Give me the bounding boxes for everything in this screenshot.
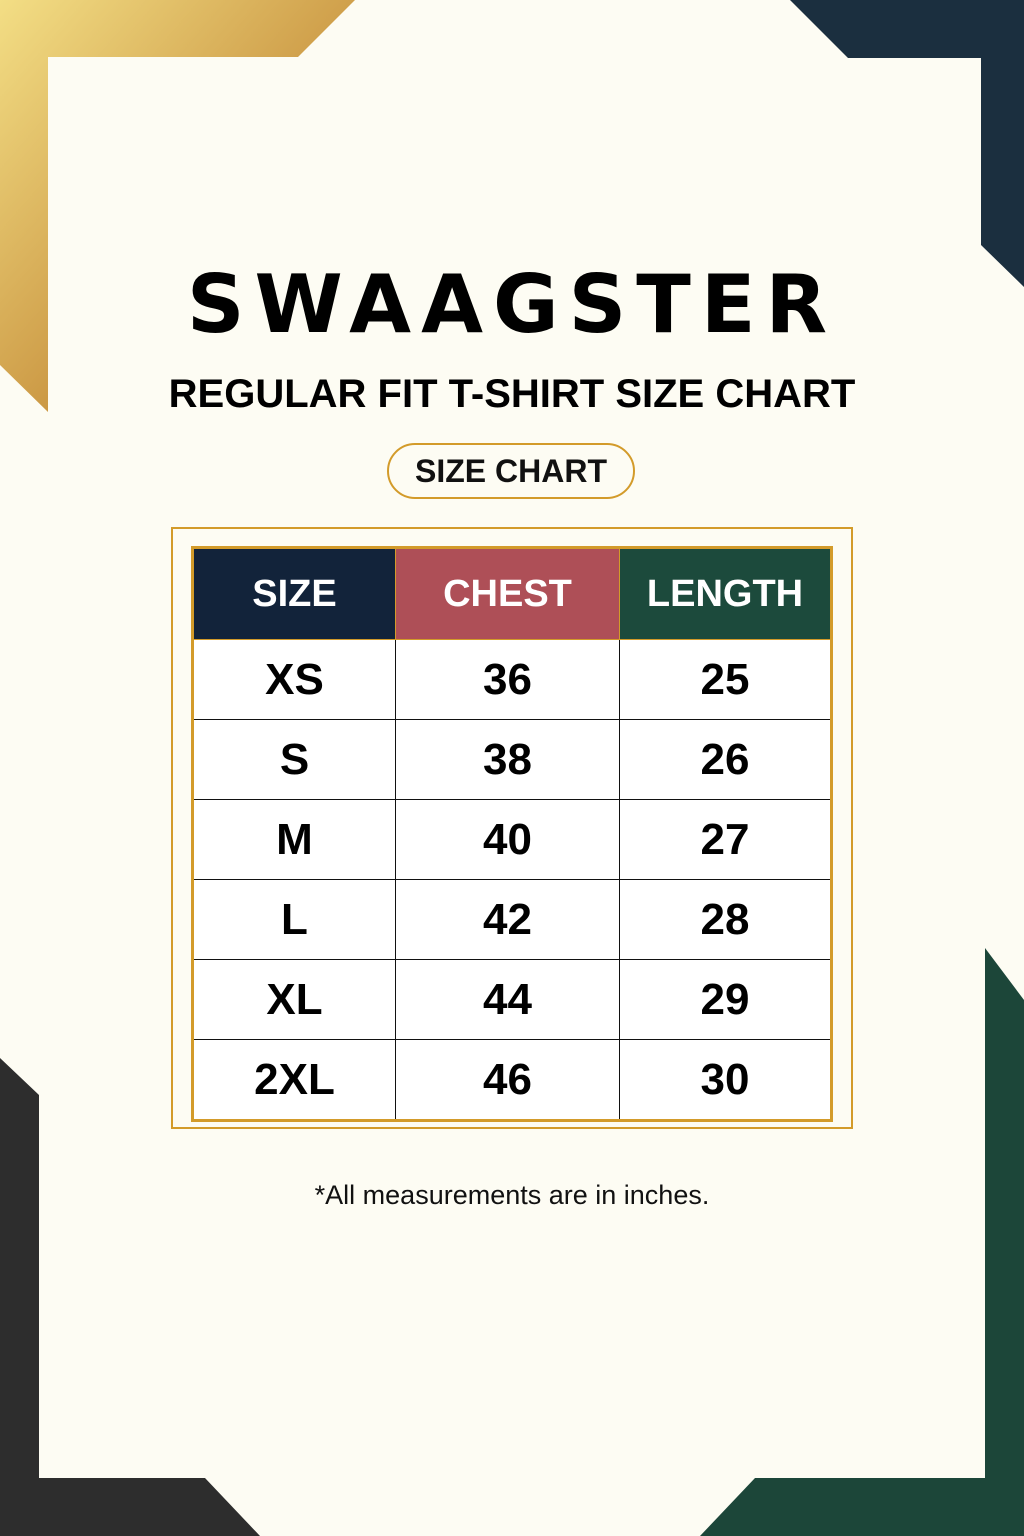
cell-chest: 36 — [395, 639, 620, 720]
table-row: L 42 28 — [192, 879, 832, 960]
table-row: S 38 26 — [192, 719, 832, 800]
cell-size: XL — [192, 959, 396, 1040]
table-row: XL 44 29 — [192, 959, 832, 1040]
size-chart-badge: SIZE CHART — [387, 443, 635, 499]
cell-length: 28 — [619, 879, 832, 960]
header-size: SIZE — [192, 547, 396, 640]
cell-length: 25 — [619, 639, 832, 720]
cell-length: 27 — [619, 799, 832, 880]
chart-subtitle: REGULAR FIT T-SHIRT SIZE CHART — [168, 372, 856, 416]
cell-chest: 40 — [395, 799, 620, 880]
cell-size: XS — [192, 639, 396, 720]
header-chest: CHEST — [395, 547, 620, 640]
brand-title: SWAAGSTER — [186, 258, 838, 351]
table-row: 2XL 46 30 — [192, 1039, 832, 1121]
table-row: M 40 27 — [192, 799, 832, 880]
cell-length: 29 — [619, 959, 832, 1040]
badge-label: SIZE CHART — [415, 452, 607, 489]
cell-chest: 42 — [395, 879, 620, 960]
header-row: SIZE CHEST LENGTH — [192, 547, 832, 640]
header-length: LENGTH — [619, 547, 832, 640]
cell-length: 26 — [619, 719, 832, 800]
cell-chest: 38 — [395, 719, 620, 800]
navy-corner — [790, 0, 1024, 287]
size-table: SIZE CHEST LENGTH XS 36 25 S 38 26 M 40 27 L 42 28 X… — [191, 546, 833, 1122]
cell-size: M — [192, 799, 396, 880]
cell-chest: 44 — [395, 959, 620, 1040]
green-corner — [700, 948, 1024, 1536]
table-frame — [171, 527, 853, 1129]
charcoal-corner — [0, 1058, 260, 1536]
cell-size: S — [192, 719, 396, 800]
cell-size: 2XL — [192, 1039, 396, 1121]
cell-length: 30 — [619, 1039, 832, 1121]
measurement-note: *All measurements are in inches. — [314, 1180, 710, 1210]
table-row: XS 36 25 — [192, 639, 832, 720]
gold-corner — [0, 0, 355, 412]
cell-chest: 46 — [395, 1039, 620, 1121]
cell-size: L — [192, 879, 396, 960]
